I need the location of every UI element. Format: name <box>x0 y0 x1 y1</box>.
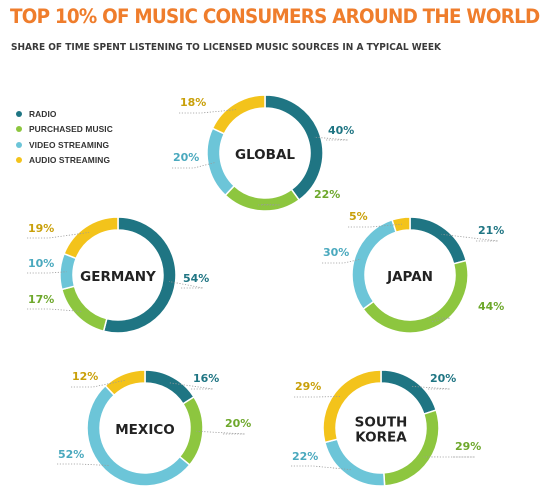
slice-global-audio-streaming <box>211 94 266 135</box>
data-label-germany-audio-streaming: 19% <box>28 222 54 235</box>
donut-mexico: 16% 20% 52% 12% MEXICO <box>57 369 251 487</box>
data-label-global-video-streaming: 20% <box>173 151 199 164</box>
leader-line-mexico-video-streaming <box>57 463 110 466</box>
chart-subtitle: SHARE OF TIME SPENT LISTENING TO LICENSE… <box>11 42 441 53</box>
slice-germany-video-streaming <box>59 252 78 291</box>
data-label-global-radio: 40% <box>328 124 354 137</box>
legend: RADIO PURCHASED MUSIC VIDEO STREAMING AU… <box>16 106 113 168</box>
leader-line-mexico-radio <box>169 382 214 390</box>
slice-south-korea-audio-streaming <box>322 369 382 444</box>
legend-label-radio: RADIO <box>29 108 57 119</box>
leader-line-global-purchased-music <box>258 203 281 206</box>
legend-swatch-radio <box>16 110 22 117</box>
donut-global: 40% 22% 20% 18% GLOBAL <box>172 94 354 212</box>
data-label-mexico-purchased-music: 20% <box>225 417 251 430</box>
chart-title: TOP 10% OF MUSIC CONSUMERS AROUND THE WO… <box>10 5 541 28</box>
slice-japan-radio <box>409 216 468 265</box>
slice-japan-video-streaming <box>351 218 398 311</box>
slice-global-video-streaming <box>206 127 236 197</box>
donut-name-global: GLOBAL <box>235 147 295 163</box>
slice-south-korea-radio <box>380 369 438 416</box>
leader-line-south-korea-audio-streaming <box>294 396 341 398</box>
data-label-japan-radio: 21% <box>478 224 504 237</box>
legend-swatch-audio-streaming <box>16 157 22 164</box>
legend-item-video-streaming: VIDEO STREAMING <box>16 137 113 153</box>
data-label-germany-video-streaming: 10% <box>28 257 54 270</box>
data-label-mexico-audio-streaming: 12% <box>72 370 98 383</box>
donut-name-south-korea: SOUTH KOREA <box>355 415 408 446</box>
slice-germany-audio-streaming <box>63 216 119 260</box>
slice-mexico-audio-streaming <box>104 369 146 397</box>
donut-name-germany: GERMANY <box>80 269 156 285</box>
data-label-japan-audio-streaming: 5% <box>349 210 368 223</box>
data-label-global-purchased-music: 22% <box>314 188 340 201</box>
legend-swatch-video-streaming <box>16 141 22 148</box>
legend-swatch-purchased-music <box>16 126 22 133</box>
leader-line-mexico-purchased-music <box>196 430 246 435</box>
legend-label-audio-streaming: AUDIO STREAMING <box>29 155 111 166</box>
slice-south-korea-video-streaming <box>323 438 386 487</box>
data-label-south-korea-purchased-music: 29% <box>455 440 481 453</box>
data-label-japan-purchased-music: 44% <box>478 300 504 313</box>
legend-label-purchased-music: PURCHASED MUSIC <box>29 124 113 135</box>
donut-japan: 21% 44% 30% 5% JAPAN <box>322 210 504 334</box>
slice-japan-audio-streaming <box>391 216 411 234</box>
data-label-south-korea-radio: 20% <box>430 372 456 385</box>
slice-germany-purchased-music <box>60 285 108 333</box>
donut-south-korea: 20% 29% 22% 29% SOUTH KOREA <box>291 369 481 487</box>
data-label-japan-video-streaming: 30% <box>323 246 349 259</box>
data-label-global-audio-streaming: 18% <box>180 96 206 109</box>
legend-item-purchased-music: PURCHASED MUSIC <box>16 122 113 138</box>
leader-line-japan-purchased-music <box>428 317 451 322</box>
leader-line-germany-radio <box>169 281 204 289</box>
leader-line-japan-video-streaming <box>322 258 362 264</box>
data-label-germany-purchased-music: 17% <box>28 293 54 306</box>
donut-germany: 54% 17% 10% 19% GERMANY <box>27 216 209 334</box>
slice-mexico-purchased-music <box>178 395 204 467</box>
slice-mexico-radio <box>144 369 196 405</box>
data-label-mexico-radio: 16% <box>193 372 219 385</box>
leader-line-south-korea-radio <box>411 385 451 390</box>
data-label-mexico-video-streaming: 52% <box>58 448 84 461</box>
data-label-south-korea-audio-streaming: 29% <box>295 380 321 393</box>
leader-line-germany-video-streaming <box>27 271 67 274</box>
data-label-germany-radio: 54% <box>183 272 209 285</box>
legend-item-radio: RADIO <box>16 106 113 122</box>
data-label-south-korea-video-streaming: 22% <box>292 450 318 463</box>
leader-line-japan-radio <box>441 233 499 242</box>
legend-item-audio-streaming: AUDIO STREAMING <box>16 153 113 169</box>
donut-name-japan: JAPAN <box>386 269 433 285</box>
donut-name-mexico: MEXICO <box>115 422 174 438</box>
slice-global-purchased-music <box>224 184 301 212</box>
legend-label-video-streaming: VIDEO STREAMING <box>29 139 110 150</box>
